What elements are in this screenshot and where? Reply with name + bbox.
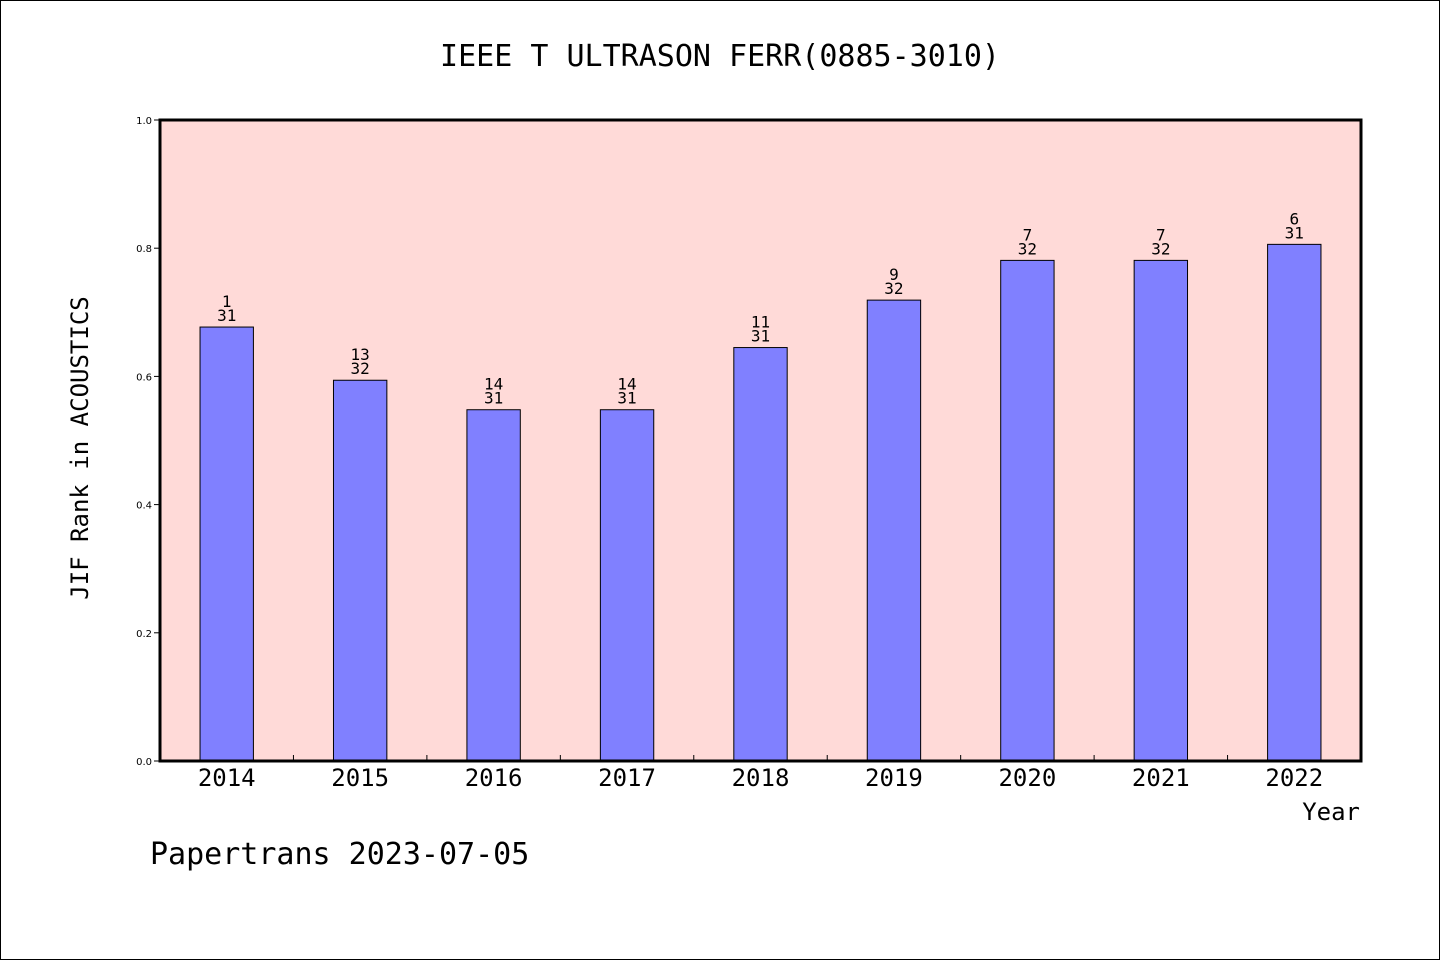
bar-label-rank: 7: [1023, 225, 1033, 244]
bar-label-total: 31: [484, 389, 503, 408]
y-tick-label: 1.0: [136, 116, 152, 127]
bar: [1000, 259, 1055, 762]
bar: [199, 326, 254, 762]
x-tick-label: 2018: [732, 764, 790, 792]
bar-label-total: 31: [217, 306, 236, 325]
x-tick-label: 2016: [465, 764, 523, 792]
x-tick-label: 2015: [331, 764, 389, 792]
bar-label-rank: 13: [351, 345, 370, 364]
bar-label-rank: 7: [1156, 225, 1166, 244]
bar: [733, 347, 788, 762]
bar-label-rank: 14: [484, 375, 503, 394]
bar: [332, 379, 388, 762]
bar-label-total: 32: [1018, 239, 1037, 258]
bar-label-total: 32: [884, 279, 903, 298]
bar-label-total: 32: [351, 359, 370, 378]
bar-label-rank: 9: [889, 265, 899, 284]
y-tick-label: 0.8: [136, 244, 152, 255]
y-tick-label: 0.0: [136, 757, 152, 768]
x-tick-label: 2022: [1265, 764, 1323, 792]
x-tick-label: 2020: [998, 764, 1056, 792]
y-tick-label: 0.6: [136, 372, 152, 383]
x-axis-label: Year: [1302, 798, 1360, 826]
bar-label-rank: 11: [751, 313, 770, 332]
bar-labels: 2014131201513322016143120171431201811312…: [198, 209, 1323, 792]
x-tick-label: 2019: [865, 764, 923, 792]
chart-title: IEEE T ULTRASON FERR(0885-3010): [440, 39, 1000, 74]
bar: [466, 409, 521, 762]
bar: [1133, 259, 1189, 762]
bars: [199, 243, 1322, 762]
footer-text: Papertrans 2023-07-05: [150, 837, 529, 872]
bar-label-total: 31: [751, 327, 770, 346]
bar: [1267, 243, 1322, 762]
bar-label-rank: 14: [617, 375, 636, 394]
bar: [866, 299, 922, 762]
bar-label-rank: 1: [222, 292, 232, 311]
bar-label-rank: 6: [1289, 209, 1299, 228]
y-axis-label: JIF Rank in ACOUSTICS: [66, 296, 94, 599]
y-tick-label: 0.2: [136, 629, 152, 640]
bar-label-total: 31: [617, 389, 636, 408]
x-tick-label: 2017: [598, 764, 656, 792]
x-tick-label: 2014: [198, 764, 256, 792]
bar-label-total: 31: [1285, 223, 1304, 242]
bar-label-total: 32: [1151, 239, 1170, 258]
plot-border: [158, 118, 1363, 763]
x-tick-label: 2021: [1132, 764, 1190, 792]
bar: [599, 409, 655, 762]
y-tick-label: 0.4: [136, 501, 152, 512]
